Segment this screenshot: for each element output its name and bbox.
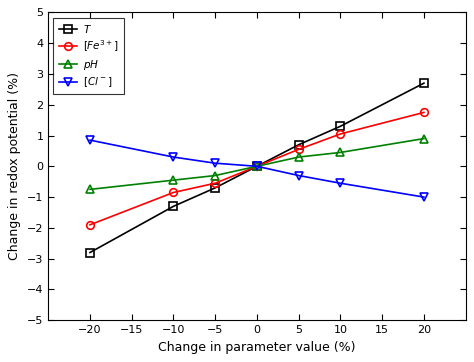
- $[Cl^-]$: [254, 164, 260, 168]
- $[Cl^-]$: [171, 155, 176, 159]
- $[Fe^{3+}]$: [212, 181, 218, 185]
- $\it{pH}$: [421, 136, 427, 141]
- $\it{pH}$: [296, 155, 301, 159]
- Line: $[Fe^{3+}]$: $[Fe^{3+}]$: [86, 109, 428, 229]
- $[Fe^{3+}]$: [421, 110, 427, 115]
- $\it{T}$: [296, 143, 301, 147]
- $\it{pH}$: [254, 164, 260, 168]
- $\it{T}$: [254, 164, 260, 168]
- $\it{pH}$: [212, 173, 218, 178]
- $[Cl^-]$: [296, 173, 301, 178]
- $\it{pH}$: [87, 187, 93, 191]
- $[Cl^-]$: [212, 161, 218, 165]
- $\it{T}$: [421, 81, 427, 85]
- X-axis label: Change in parameter value (%): Change in parameter value (%): [158, 341, 356, 354]
- $[Cl^-]$: [87, 138, 93, 142]
- $[Fe^{3+}]$: [337, 132, 343, 136]
- Legend: $\it{T}$, $[Fe^{3+}]$, $\it{pH}$, $[Cl^-]$: $\it{T}$, $[Fe^{3+}]$, $\it{pH}$, $[Cl^-…: [54, 17, 124, 94]
- $[Fe^{3+}]$: [87, 223, 93, 227]
- $\it{pH}$: [337, 150, 343, 155]
- $[Fe^{3+}]$: [254, 164, 260, 168]
- $\it{T}$: [171, 204, 176, 209]
- $\it{T}$: [212, 186, 218, 190]
- Line: $\it{pH}$: $\it{pH}$: [86, 135, 428, 193]
- Line: $[Cl^-]$: $[Cl^-]$: [86, 136, 428, 201]
- $[Fe^{3+}]$: [296, 147, 301, 152]
- $\it{pH}$: [171, 178, 176, 182]
- Line: $\it{T}$: $\it{T}$: [86, 79, 428, 256]
- $[Cl^-]$: [337, 181, 343, 185]
- $\it{T}$: [337, 124, 343, 129]
- Y-axis label: Change in redox potential (%): Change in redox potential (%): [9, 72, 21, 260]
- $[Fe^{3+}]$: [171, 190, 176, 195]
- $[Cl^-]$: [421, 195, 427, 199]
- $\it{T}$: [87, 251, 93, 255]
